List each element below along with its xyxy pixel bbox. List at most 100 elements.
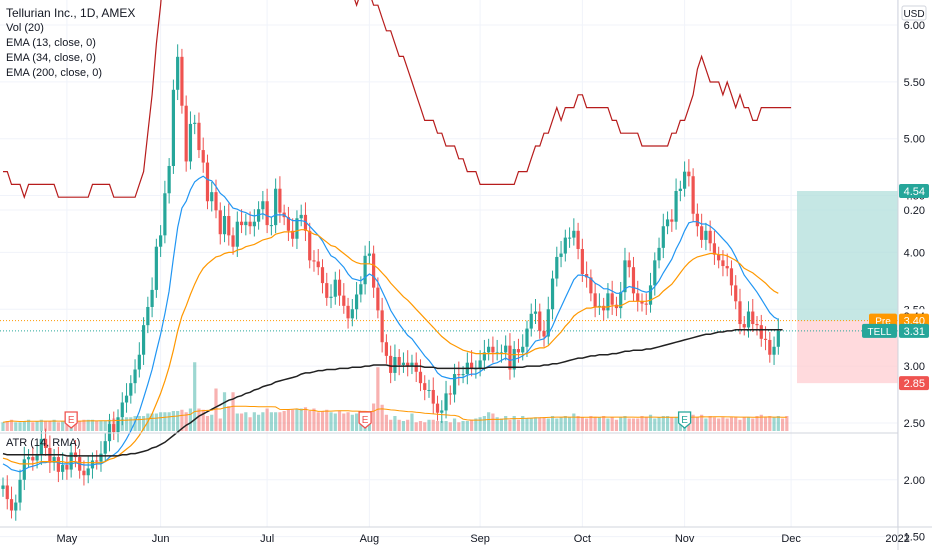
candle-body	[725, 266, 729, 269]
candle-body	[218, 210, 222, 235]
volume-bar	[159, 412, 163, 431]
candle-body	[495, 352, 499, 354]
candle-body	[112, 424, 116, 433]
volume-bar	[546, 418, 550, 431]
candle-body	[86, 468, 90, 476]
volume-bar	[768, 416, 772, 431]
currency-badge[interactable]	[901, 5, 927, 21]
candle-body	[31, 457, 35, 461]
symbol-title[interactable]: Tellurian Inc., 1D, AMEX	[6, 6, 136, 20]
candle-body	[389, 355, 393, 373]
volume-bar	[376, 367, 380, 431]
volume-bar	[231, 392, 235, 431]
price-tick-label: 2.00	[904, 475, 925, 487]
candle-body	[137, 354, 141, 370]
candle-body	[261, 201, 265, 210]
candle-body	[380, 310, 384, 343]
volume-bar	[325, 409, 329, 431]
candle-body	[329, 296, 333, 298]
volume-bar	[137, 416, 141, 431]
volume-bar	[227, 406, 231, 431]
candle-body	[367, 253, 371, 256]
candle-body	[567, 237, 572, 239]
volume-bar	[333, 413, 337, 431]
volume-bar	[380, 404, 384, 431]
volume-bar	[457, 422, 461, 431]
volume-bar	[22, 421, 26, 431]
indicator-volume[interactable]: Vol (20)	[6, 22, 44, 34]
volume-bar	[695, 417, 699, 431]
candle-body	[176, 56, 180, 90]
ema200-line	[2, 328, 783, 457]
target-zone[interactable]	[797, 191, 898, 321]
atr-pane-label[interactable]: ATR (14, RMA)	[6, 437, 81, 449]
candle-body	[644, 303, 648, 305]
volume-bar	[9, 419, 14, 431]
indicator-ema13[interactable]: EMA (13, close, 0)	[6, 37, 96, 49]
volume-bar	[559, 417, 563, 431]
volume-bar	[640, 416, 644, 431]
volume-bar	[589, 416, 593, 431]
time-tick-label: May	[57, 533, 78, 545]
volume-bar	[631, 418, 636, 431]
indicator-ema34[interactable]: EMA (34, close, 0)	[6, 52, 96, 64]
candle-body	[197, 122, 201, 151]
price-tick-label: 4.00	[904, 247, 925, 259]
candle-body	[563, 237, 567, 254]
volume-bar	[661, 416, 665, 431]
candle-body	[376, 287, 380, 311]
candle-body	[717, 254, 721, 261]
candle-body	[742, 324, 746, 328]
indicator-ema200[interactable]: EMA (200, close, 0)	[6, 67, 102, 79]
candle-body	[772, 346, 776, 355]
volume-bar	[350, 414, 354, 431]
volume-bar	[721, 417, 725, 431]
earnings-marker[interactable]	[677, 411, 692, 429]
volume-bar	[346, 412, 350, 431]
volume-bar	[487, 412, 491, 431]
volume-bar	[218, 418, 222, 431]
volume-bar	[644, 417, 648, 431]
candle-body	[627, 260, 631, 268]
candle-body	[648, 285, 653, 305]
candle-body	[61, 465, 65, 472]
candle-body	[235, 221, 239, 247]
candle-body	[18, 479, 22, 503]
volume-bar	[708, 416, 712, 431]
candle-body	[674, 191, 678, 222]
candle-body	[746, 311, 751, 328]
candle-body	[95, 460, 99, 462]
ticker-tag: TELL	[868, 327, 892, 338]
candle-body	[333, 279, 337, 297]
volume-bar	[303, 407, 308, 431]
candle-body	[171, 89, 175, 166]
volume-bar	[691, 414, 695, 431]
candle-body	[580, 248, 584, 275]
earnings-marker[interactable]	[358, 411, 372, 429]
candle-body	[116, 417, 120, 433]
price-tick-label: 2.50	[904, 418, 925, 430]
candle-body	[734, 285, 738, 302]
candle-body	[555, 256, 559, 279]
price-tick-label: 3.00	[904, 361, 925, 373]
candle-body	[325, 283, 329, 298]
earnings-marker[interactable]	[64, 411, 78, 429]
candle-body	[589, 277, 593, 294]
volume-bar	[776, 416, 780, 431]
volume-bar	[214, 388, 218, 431]
time-tick-label: Jun	[152, 533, 170, 545]
volume-bar	[48, 421, 52, 431]
candle-body	[363, 255, 367, 285]
volume-bar	[470, 419, 474, 431]
earnings-label: E	[681, 415, 688, 426]
volume-bar	[478, 417, 482, 431]
volume-bar	[610, 417, 614, 431]
candle-body	[299, 214, 303, 219]
volume-bar	[99, 421, 103, 431]
candle-body	[393, 357, 397, 373]
candle-body	[82, 470, 86, 476]
time-tick-label: Dec	[781, 533, 801, 545]
candle-body	[623, 260, 627, 293]
